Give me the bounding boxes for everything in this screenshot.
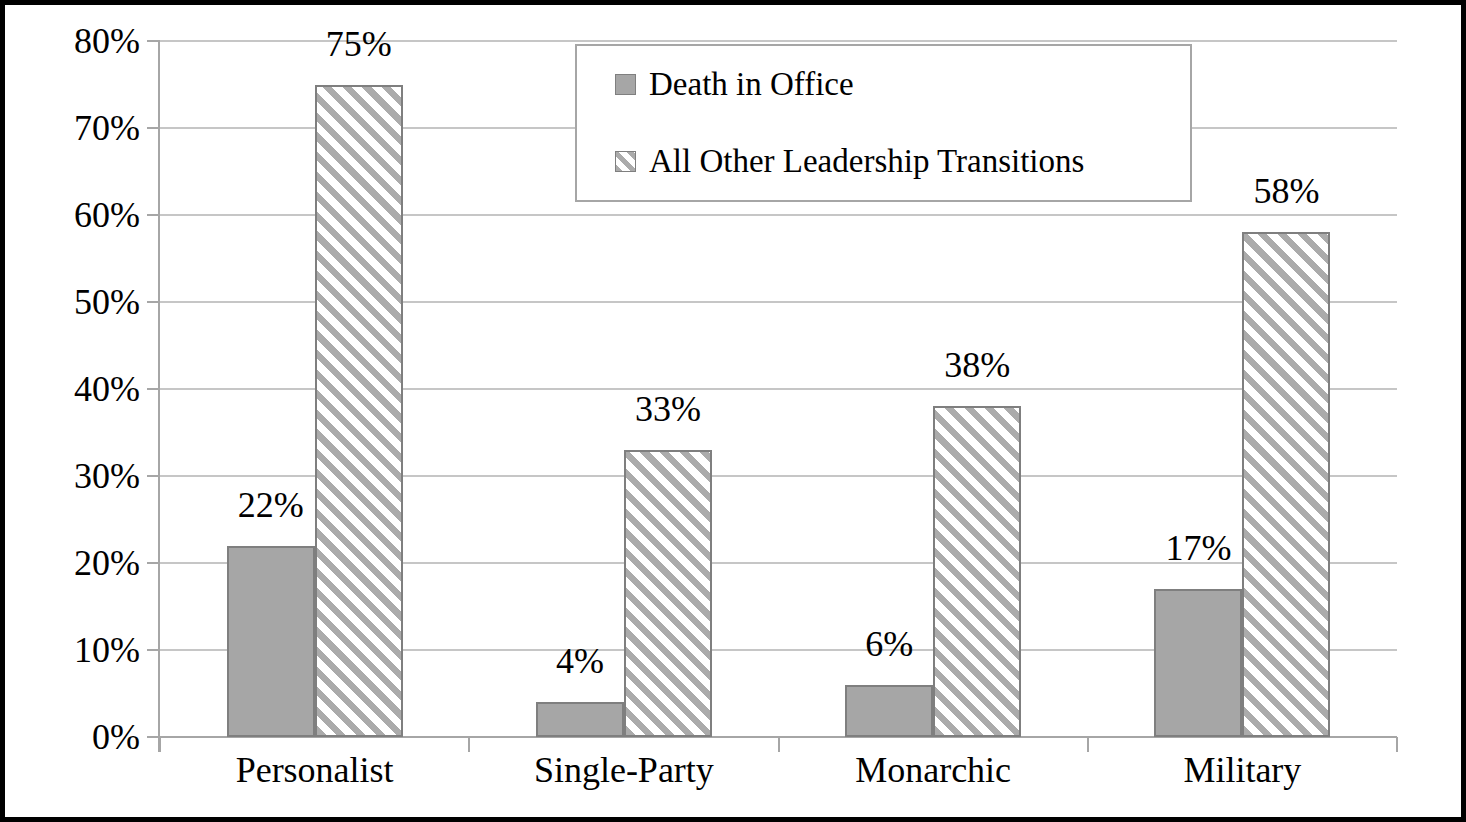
bar-all-other-leadership-transitions-monarchic: [933, 406, 1021, 737]
x-axis-label-single-party: Single-Party: [469, 748, 778, 792]
legend-swatch-solid-icon: [615, 74, 636, 95]
x-axis-label-military: Military: [1088, 748, 1397, 792]
legend: Death in Office All Other Leadership Tra…: [575, 44, 1192, 202]
y-axis-label-70: 70%: [0, 107, 140, 149]
bar-label-death-in-office-military: 17%: [1128, 528, 1268, 568]
bar-label-all-other-leadership-transitions-monarchic: 38%: [907, 345, 1047, 385]
bar-chart: Death in Office All Other Leadership Tra…: [0, 0, 1466, 822]
legend-item-all-other-leadership-transitions: All Other Leadership Transitions: [615, 123, 1190, 200]
bar-all-other-leadership-transitions-military: [1242, 232, 1330, 737]
bar-label-all-other-leadership-transitions-personalist: 75%: [289, 24, 429, 64]
y-axis-label-30: 30%: [0, 455, 140, 497]
bar-all-other-leadership-transitions-personalist: [315, 85, 403, 738]
bar-death-in-office-personalist: [227, 546, 315, 737]
bar-label-death-in-office-single-party: 4%: [510, 641, 650, 681]
bar-death-in-office-military: [1154, 589, 1242, 737]
y-axis-label-50: 50%: [0, 281, 140, 323]
legend-item-death-in-office: Death in Office: [615, 46, 1190, 123]
bar-death-in-office-monarchic: [845, 685, 933, 737]
legend-label-all-other-leadership-transitions: All Other Leadership Transitions: [649, 143, 1084, 180]
bar-label-death-in-office-monarchic: 6%: [819, 624, 959, 664]
x-axis-label-personalist: Personalist: [160, 748, 469, 792]
y-axis-label-20: 20%: [0, 542, 140, 584]
y-axis-line: [158, 41, 160, 752]
bar-death-in-office-single-party: [536, 702, 624, 737]
bar-label-all-other-leadership-transitions-military: 58%: [1216, 171, 1356, 211]
bar-label-death-in-office-personalist: 22%: [201, 485, 341, 525]
y-axis-label-0: 0%: [0, 716, 140, 758]
y-axis-label-10: 10%: [0, 629, 140, 671]
y-axis-label-80: 80%: [0, 20, 140, 62]
legend-label-death-in-office: Death in Office: [649, 66, 854, 103]
y-axis-label-40: 40%: [0, 368, 140, 410]
legend-swatch-striped-icon: [615, 151, 636, 172]
y-axis-label-60: 60%: [0, 194, 140, 236]
bar-all-other-leadership-transitions-single-party: [624, 450, 712, 737]
bar-label-all-other-leadership-transitions-single-party: 33%: [598, 389, 738, 429]
x-axis-label-monarchic: Monarchic: [779, 748, 1088, 792]
